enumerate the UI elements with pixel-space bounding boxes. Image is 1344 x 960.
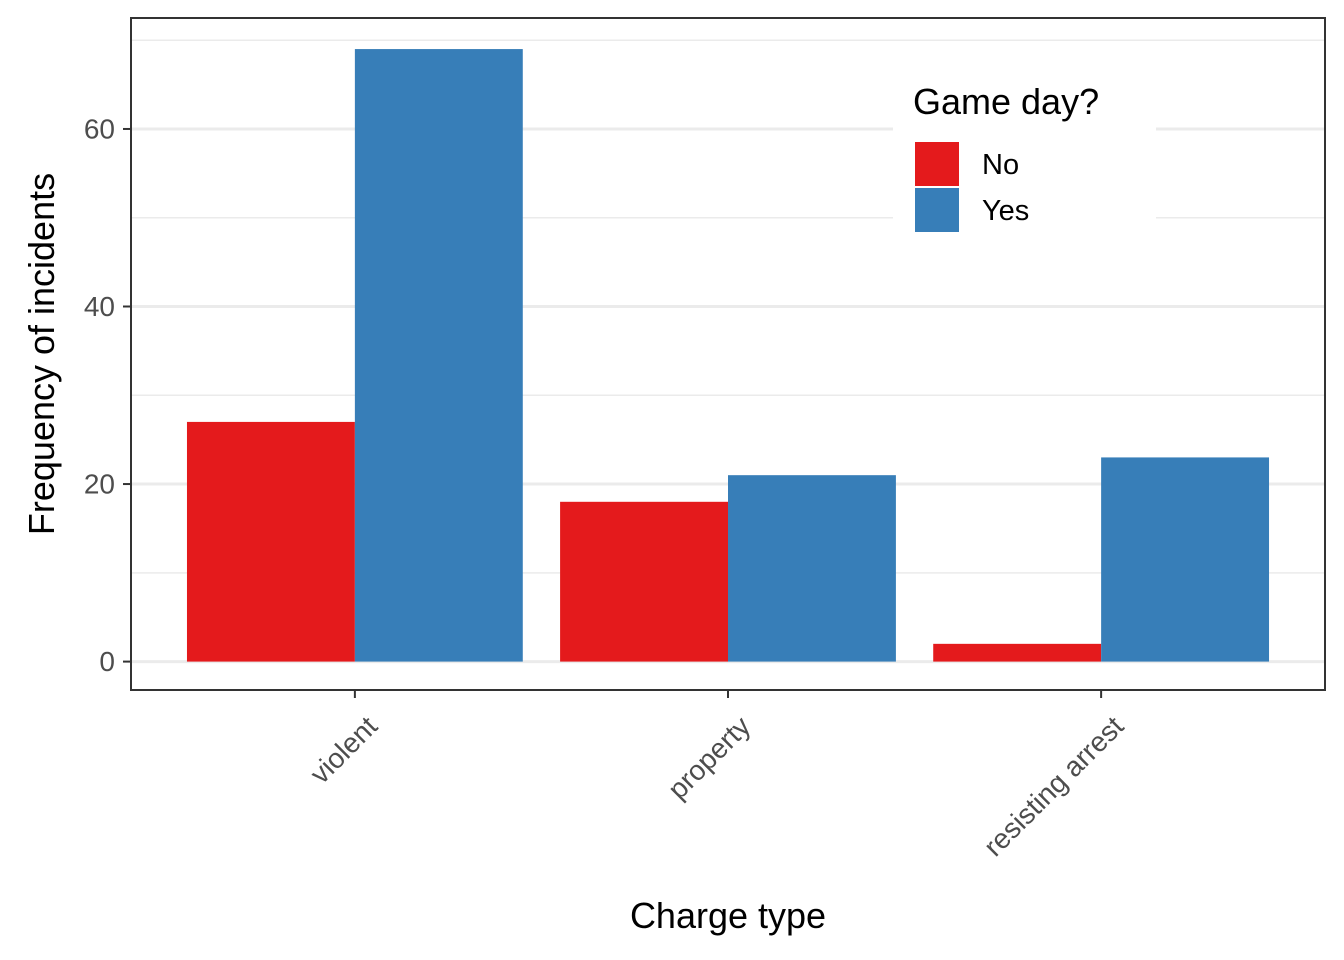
y-axis-title: Frequency of incidents — [21, 173, 62, 535]
legend-swatch-yes — [915, 188, 959, 232]
bar-violent-no — [186, 421, 355, 662]
legend-label-no: No — [982, 149, 1019, 181]
x-axis-title: Charge type — [630, 895, 826, 936]
legend-label-yes: Yes — [982, 195, 1029, 227]
x-tick-label: property — [662, 710, 757, 805]
y-tick-label: 20 — [84, 469, 115, 500]
y-tick-label: 0 — [99, 646, 115, 677]
bars-layer — [186, 49, 1270, 662]
bar-resisting-arrest-yes — [1101, 457, 1270, 662]
legend-swatch-no — [915, 142, 959, 186]
x-tick-label: violent — [304, 710, 383, 789]
y-tick-label: 40 — [84, 291, 115, 322]
bar-resisting-arrest-no — [933, 643, 1102, 662]
legend-title: Game day? — [913, 81, 1099, 122]
bar-property-yes — [728, 475, 896, 662]
bar-property-no — [560, 501, 728, 662]
legend: Game day? No Yes — [893, 70, 1156, 250]
y-tick-label: 60 — [84, 113, 115, 144]
x-tick-label: resisting arrest — [978, 710, 1130, 862]
legend-items: No Yes — [915, 142, 1029, 232]
bar-violent-yes — [354, 49, 523, 662]
